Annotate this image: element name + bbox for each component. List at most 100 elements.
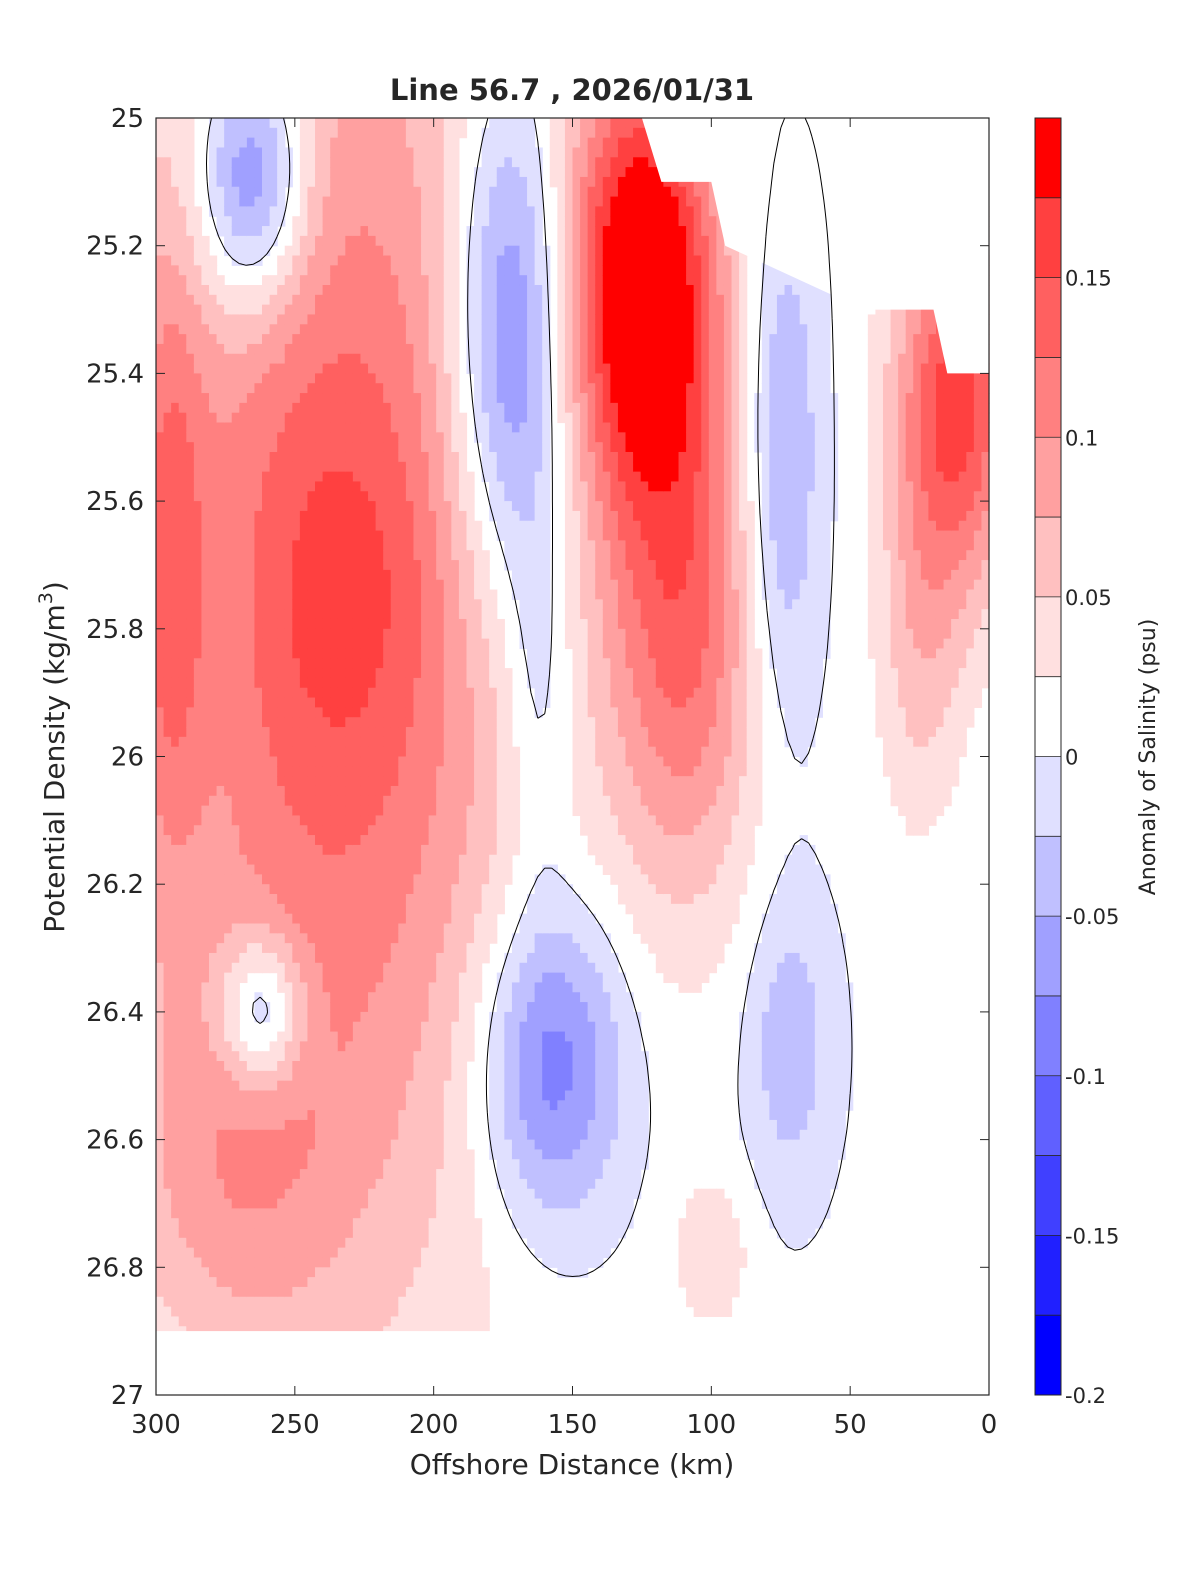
heatmap-cell bbox=[345, 147, 354, 158]
heatmap-cell bbox=[337, 235, 346, 247]
heatmap-cell bbox=[186, 1286, 195, 1298]
heatmap-cell bbox=[443, 756, 452, 767]
heatmap-cell bbox=[299, 1178, 309, 1190]
heatmap-cell bbox=[352, 835, 362, 846]
heatmap-cell bbox=[246, 176, 256, 188]
heatmap-cell bbox=[405, 1051, 415, 1062]
heatmap-cell bbox=[254, 550, 263, 561]
heatmap-cell bbox=[398, 579, 407, 591]
heatmap-cell bbox=[315, 903, 324, 915]
heatmap-cell bbox=[277, 638, 286, 650]
heatmap-cell bbox=[163, 1002, 172, 1013]
heatmap-cell bbox=[284, 255, 293, 266]
heatmap-cell bbox=[262, 1257, 271, 1268]
heatmap-cell bbox=[284, 844, 293, 856]
heatmap-cell bbox=[390, 422, 399, 433]
heatmap-cell bbox=[421, 245, 430, 257]
heatmap-cell bbox=[390, 697, 399, 708]
heatmap-cell bbox=[216, 1257, 225, 1268]
heatmap-cell bbox=[436, 727, 445, 738]
heatmap-cell bbox=[413, 1070, 422, 1082]
heatmap-cell bbox=[156, 127, 165, 139]
heatmap-cell bbox=[322, 815, 331, 826]
heatmap-cell bbox=[383, 923, 392, 934]
heatmap-cell bbox=[368, 147, 377, 158]
heatmap-cell bbox=[383, 1169, 392, 1180]
heatmap-cell bbox=[330, 167, 339, 178]
heatmap-cell bbox=[209, 540, 218, 551]
heatmap-cell bbox=[405, 1002, 415, 1013]
heatmap-cell bbox=[246, 1051, 256, 1062]
heatmap-cell bbox=[345, 736, 354, 748]
heatmap-cell bbox=[383, 501, 392, 512]
heatmap-cell bbox=[330, 196, 339, 207]
heatmap-cell bbox=[428, 471, 437, 483]
heatmap-cell bbox=[239, 736, 248, 748]
heatmap-cell bbox=[178, 1051, 187, 1062]
heatmap-cell bbox=[428, 982, 437, 993]
heatmap-cell bbox=[224, 1129, 233, 1141]
heatmap-cell bbox=[436, 501, 445, 512]
heatmap-cell bbox=[224, 334, 233, 345]
heatmap-cell bbox=[299, 353, 309, 365]
heatmap-cell bbox=[405, 1257, 415, 1268]
heatmap-cell bbox=[398, 628, 407, 640]
heatmap-cell bbox=[239, 844, 248, 856]
heatmap-cell bbox=[171, 1306, 180, 1318]
heatmap-cell bbox=[186, 815, 195, 826]
heatmap-cell bbox=[413, 442, 422, 453]
heatmap-cell bbox=[352, 481, 362, 492]
heatmap-cell bbox=[163, 550, 172, 561]
heatmap-cell bbox=[315, 206, 324, 217]
heatmap-cell bbox=[428, 854, 437, 866]
heatmap-cell bbox=[443, 648, 452, 659]
heatmap-cell bbox=[284, 952, 293, 964]
heatmap-cell bbox=[262, 795, 271, 807]
heatmap-cell bbox=[307, 343, 316, 355]
heatmap-cell bbox=[443, 147, 452, 158]
heatmap-cell bbox=[345, 952, 354, 964]
heatmap-cell bbox=[398, 795, 407, 807]
heatmap-cell bbox=[163, 658, 172, 669]
heatmap-cell bbox=[186, 442, 195, 453]
heatmap-cell bbox=[322, 697, 331, 708]
heatmap-cell bbox=[360, 206, 369, 217]
heatmap-cell bbox=[284, 1021, 293, 1033]
heatmap-cell bbox=[231, 1198, 240, 1209]
heatmap-cell bbox=[436, 717, 445, 728]
heatmap-cell bbox=[269, 638, 278, 650]
heatmap-cell bbox=[337, 736, 346, 748]
heatmap-cell bbox=[178, 137, 187, 149]
heatmap-cell bbox=[421, 835, 430, 846]
heatmap-cell bbox=[307, 167, 316, 178]
heatmap-cell bbox=[352, 844, 362, 856]
heatmap-cell bbox=[269, 432, 278, 443]
heatmap-cell bbox=[171, 550, 180, 561]
heatmap-cell bbox=[178, 167, 187, 178]
heatmap-cell bbox=[292, 471, 301, 483]
heatmap-cell bbox=[277, 1169, 286, 1180]
heatmap-cell bbox=[224, 1080, 233, 1092]
heatmap-cell bbox=[337, 137, 346, 149]
heatmap-cell bbox=[224, 923, 233, 934]
heatmap-cell bbox=[405, 1011, 415, 1023]
heatmap-cell bbox=[209, 1119, 218, 1131]
heatmap-cell bbox=[428, 677, 437, 689]
heatmap-cell bbox=[209, 147, 218, 158]
heatmap-cell bbox=[428, 717, 437, 728]
heatmap-cell bbox=[254, 1139, 263, 1151]
heatmap-cell bbox=[216, 343, 225, 355]
heatmap-cell bbox=[345, 658, 354, 669]
heatmap-cell bbox=[375, 235, 384, 247]
heatmap-cell bbox=[239, 1228, 248, 1239]
heatmap-cell bbox=[405, 363, 415, 374]
heatmap-cell bbox=[292, 815, 301, 826]
heatmap-cell bbox=[299, 569, 309, 581]
heatmap-cell bbox=[337, 717, 346, 728]
heatmap-cell bbox=[322, 903, 331, 915]
heatmap-cell bbox=[163, 1237, 172, 1249]
heatmap-cell bbox=[299, 913, 309, 925]
heatmap-cell bbox=[413, 334, 422, 345]
heatmap-cell bbox=[292, 550, 301, 561]
heatmap-cell bbox=[337, 1070, 346, 1082]
